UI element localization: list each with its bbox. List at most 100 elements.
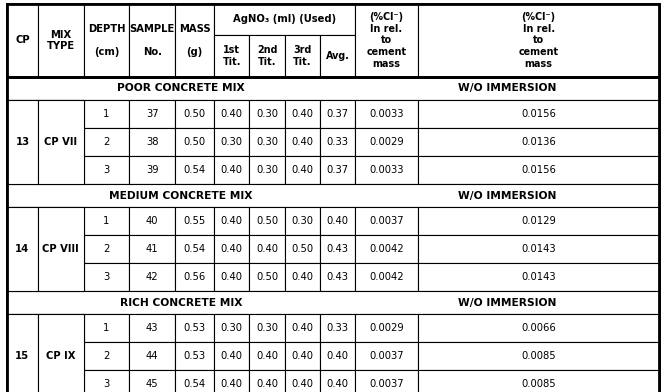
Bar [38, 207, 84, 235]
Bar [84, 235, 129, 263]
Bar [250, 342, 284, 370]
Bar [7, 291, 659, 314]
Text: 0.56: 0.56 [184, 272, 206, 282]
Text: 38: 38 [146, 137, 159, 147]
Text: 0.0085: 0.0085 [521, 351, 556, 361]
Text: 1: 1 [103, 323, 110, 333]
Text: CP: CP [15, 35, 29, 45]
Text: 0.40: 0.40 [326, 351, 348, 361]
Text: 0.33: 0.33 [326, 137, 348, 147]
Bar [250, 34, 284, 77]
Bar [38, 342, 84, 370]
Bar [38, 314, 84, 392]
Text: 44: 44 [146, 351, 159, 361]
Bar [355, 4, 418, 77]
Text: 3: 3 [103, 379, 110, 389]
Bar [7, 342, 38, 370]
Bar [284, 156, 320, 184]
Text: CP IX: CP IX [46, 351, 75, 361]
Bar [418, 342, 659, 370]
Bar [84, 314, 129, 342]
Bar [355, 100, 418, 128]
Bar [7, 77, 659, 100]
Text: 0.40: 0.40 [221, 244, 243, 254]
Bar [320, 100, 355, 128]
Bar [214, 342, 250, 370]
Text: 2: 2 [103, 244, 110, 254]
Bar [214, 100, 250, 128]
Bar [7, 100, 38, 184]
Text: 0.40: 0.40 [221, 379, 243, 389]
Bar [7, 156, 38, 184]
Text: AgNO₃ (ml) (Used): AgNO₃ (ml) (Used) [233, 14, 336, 24]
Bar [38, 156, 84, 184]
Text: 1: 1 [103, 109, 110, 119]
Bar [7, 314, 38, 392]
Text: 43: 43 [146, 323, 159, 333]
Text: 2nd
Tit.: 2nd Tit. [257, 45, 277, 67]
Text: 0.40: 0.40 [326, 216, 348, 226]
Bar [418, 4, 659, 77]
Text: 0.33: 0.33 [326, 323, 348, 333]
Text: 0.0085: 0.0085 [521, 379, 556, 389]
Bar [250, 156, 284, 184]
Text: 0.40: 0.40 [221, 109, 243, 119]
Bar [214, 370, 250, 392]
Bar [175, 342, 214, 370]
Text: 0.50: 0.50 [184, 109, 206, 119]
Text: 0.50: 0.50 [256, 272, 278, 282]
Text: 0.50: 0.50 [291, 244, 314, 254]
Text: W/O IMMERSION: W/O IMMERSION [458, 83, 557, 93]
Bar [7, 100, 38, 128]
Bar [418, 235, 659, 263]
Bar [84, 342, 129, 370]
Text: 39: 39 [146, 165, 159, 175]
Text: 0.50: 0.50 [256, 216, 278, 226]
Bar [355, 128, 418, 156]
Text: W/O IMMERSION: W/O IMMERSION [458, 191, 557, 201]
Text: 0.40: 0.40 [256, 379, 278, 389]
Bar [38, 128, 84, 156]
Text: 3: 3 [103, 272, 110, 282]
Bar [7, 128, 38, 156]
Bar [38, 100, 84, 128]
Text: 0.0037: 0.0037 [369, 379, 404, 389]
Text: 14: 14 [15, 244, 29, 254]
Text: POOR CONCRETE MIX: POOR CONCRETE MIX [117, 83, 245, 93]
Text: 0.43: 0.43 [326, 244, 348, 254]
Text: SAMPLE

No.: SAMPLE No. [130, 24, 175, 57]
Bar [175, 100, 214, 128]
Text: 0.0037: 0.0037 [369, 216, 404, 226]
Text: 0.40: 0.40 [326, 379, 348, 389]
Bar [320, 156, 355, 184]
Bar [84, 128, 129, 156]
Text: 0.0033: 0.0033 [369, 165, 404, 175]
Text: Avg.: Avg. [326, 51, 350, 61]
Text: 0.0042: 0.0042 [369, 272, 404, 282]
Bar [320, 263, 355, 291]
Text: 37: 37 [146, 109, 159, 119]
Text: 0.30: 0.30 [221, 137, 243, 147]
Bar [284, 342, 320, 370]
Bar [250, 370, 284, 392]
Bar [284, 128, 320, 156]
Bar [250, 207, 284, 235]
Bar [7, 314, 38, 342]
Text: 0.40: 0.40 [221, 216, 243, 226]
Text: 0.43: 0.43 [326, 272, 348, 282]
Bar [84, 370, 129, 392]
Text: 0.40: 0.40 [291, 109, 313, 119]
Bar [320, 34, 355, 77]
Text: 0.53: 0.53 [184, 351, 206, 361]
Bar [84, 156, 129, 184]
Text: 2: 2 [103, 137, 110, 147]
Text: 0.0029: 0.0029 [369, 323, 404, 333]
Text: 0.30: 0.30 [256, 165, 278, 175]
Bar [38, 235, 84, 263]
Bar [284, 34, 320, 77]
Bar [214, 128, 250, 156]
Bar [284, 207, 320, 235]
Text: 0.0029: 0.0029 [369, 137, 404, 147]
Text: 0.0129: 0.0129 [521, 216, 556, 226]
Bar [214, 263, 250, 291]
